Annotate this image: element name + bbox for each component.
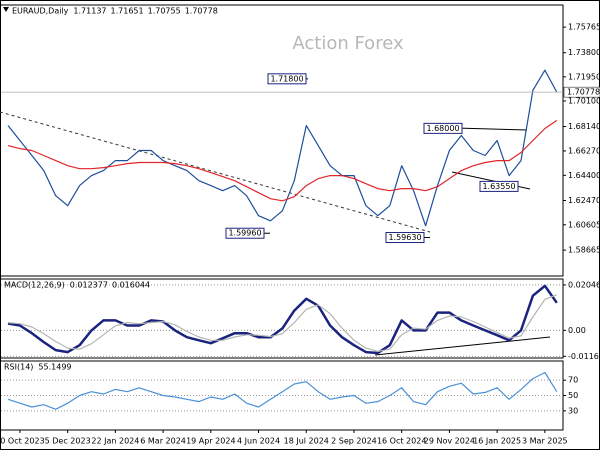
y-tick-label: -0.011697 bbox=[568, 352, 600, 361]
trend-line bbox=[374, 336, 551, 356]
annotation-label: 1.68000 bbox=[426, 124, 459, 133]
series-line bbox=[7, 284, 558, 355]
x-tick-label: 22 Jan 2024 bbox=[91, 437, 139, 446]
y-tick-label: 1.58665 bbox=[568, 246, 600, 255]
panel-title: MACD(12,26,9) bbox=[4, 281, 65, 290]
readout-value: 1.71137 bbox=[73, 7, 106, 16]
annotation-box bbox=[479, 180, 519, 192]
y-tick-label: 70 bbox=[568, 376, 578, 385]
x-tick-label: 19 Apr 2024 bbox=[186, 437, 235, 446]
x-tick-label: 2 Sep 2024 bbox=[331, 437, 377, 446]
watermark: Action Forex bbox=[292, 33, 404, 54]
x-tick-label: 16 Jan 2025 bbox=[473, 437, 521, 446]
y-tick-label: 1.60605 bbox=[568, 220, 600, 229]
x-tick-label: 5 Dec 2023 bbox=[45, 437, 91, 446]
y-tick-label: 1.68140 bbox=[568, 122, 600, 131]
x-tick-label: 16 Oct 2024 bbox=[377, 437, 426, 446]
series-line bbox=[7, 371, 558, 410]
y-tick-label: 1.70100 bbox=[568, 96, 600, 105]
macd-panel bbox=[0, 278, 564, 359]
x-tick-label: 6 Mar 2024 bbox=[140, 437, 186, 446]
y-tick-label: 50 bbox=[568, 391, 578, 400]
annotation-label: 1.59960 bbox=[228, 229, 261, 238]
trend-line bbox=[0, 111, 431, 233]
annotation-box bbox=[225, 227, 265, 239]
x-tick-label: 29 Nov 2024 bbox=[424, 437, 475, 446]
x-tick-label: 20 Oct 2023 bbox=[0, 437, 45, 446]
readout-value: 1.71651 bbox=[111, 7, 144, 16]
readout-value: 0.012377 bbox=[70, 281, 108, 290]
annotation-label: 1.63550 bbox=[482, 182, 515, 191]
x-tick-label: 18 Jul 2024 bbox=[284, 437, 329, 446]
last-price-tag bbox=[563, 86, 600, 98]
last-price-label: 1.70778 bbox=[567, 88, 600, 97]
x-tick-label: 4 Jun 2024 bbox=[237, 437, 280, 446]
annotation-box bbox=[385, 232, 425, 244]
y-tick-label: 1.71950 bbox=[568, 72, 600, 81]
panel-title: EURAUD,Daily bbox=[12, 7, 69, 16]
series-line bbox=[7, 69, 558, 227]
series-line bbox=[7, 294, 558, 352]
readout-value: 1.70778 bbox=[185, 7, 218, 16]
readout-value: 0.016044 bbox=[112, 281, 150, 290]
y-tick-label: 1.66270 bbox=[568, 146, 600, 155]
y-tick-label: 1.73800 bbox=[568, 48, 600, 57]
panel-title: RSI(14) bbox=[4, 363, 33, 372]
y-tick-label: 0.02046 bbox=[568, 280, 600, 289]
series-line bbox=[7, 119, 558, 202]
y-tick-label: 1.64400 bbox=[568, 171, 600, 180]
readout-value: 1.70755 bbox=[148, 7, 181, 16]
annotation-box bbox=[423, 122, 463, 134]
annotation-box bbox=[267, 73, 307, 85]
price-panel bbox=[0, 4, 564, 277]
x-tick-label: 3 Mar 2025 bbox=[522, 437, 568, 446]
menu-arrow[interactable] bbox=[3, 7, 9, 12]
annotation-label: 1.71800 bbox=[270, 74, 303, 83]
y-tick-label: 1.62470 bbox=[568, 196, 600, 205]
y-tick-label: 30 bbox=[568, 406, 578, 415]
readout-value: 55.1499 bbox=[38, 363, 71, 372]
y-tick-label: 0.00 bbox=[568, 326, 586, 335]
y-tick-label: 1.75765 bbox=[568, 23, 600, 32]
trend-line bbox=[454, 127, 528, 131]
annotation-label: 1.59630 bbox=[388, 233, 421, 242]
